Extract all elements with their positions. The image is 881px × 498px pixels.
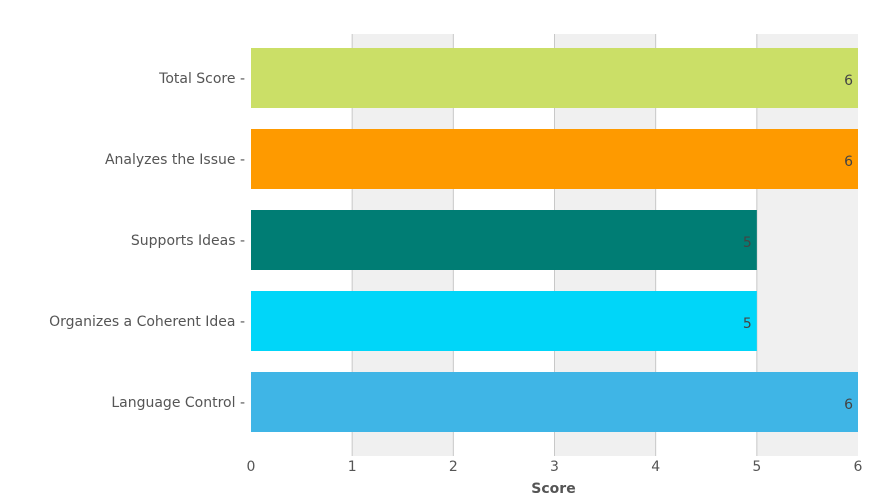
data-label: 6 xyxy=(844,154,853,170)
x-tick-label: 4 xyxy=(651,459,660,475)
data-label: 5 xyxy=(743,316,752,332)
x-tick-label: 5 xyxy=(752,459,761,475)
x-tick-label: 0 xyxy=(247,459,256,475)
bar xyxy=(251,48,858,108)
x-tick-labels: 0 1 2 3 4 5 6 xyxy=(247,459,863,475)
x-tick-label: 1 xyxy=(348,459,357,475)
bar xyxy=(251,210,757,270)
category-label: Organizes a Coherent Idea - xyxy=(49,314,245,330)
data-label: 6 xyxy=(844,73,853,89)
data-label: 5 xyxy=(743,235,752,251)
bar xyxy=(251,291,757,351)
x-tick-label: 3 xyxy=(550,459,559,475)
data-labels: 6 6 5 5 6 xyxy=(743,73,853,413)
x-axis-title: Score xyxy=(531,481,575,497)
bar xyxy=(251,129,858,189)
x-tick-label: 6 xyxy=(854,459,863,475)
bars xyxy=(251,48,858,432)
category-label: Language Control - xyxy=(111,395,245,411)
category-label: Supports Ideas - xyxy=(131,233,245,249)
bar xyxy=(251,372,858,432)
x-tick-label: 2 xyxy=(449,459,458,475)
data-label: 6 xyxy=(844,397,853,413)
category-label: Total Score - xyxy=(158,71,245,87)
category-label: Analyzes the Issue - xyxy=(105,152,245,168)
category-labels: Total Score - Analyzes the Issue - Support… xyxy=(49,71,245,411)
